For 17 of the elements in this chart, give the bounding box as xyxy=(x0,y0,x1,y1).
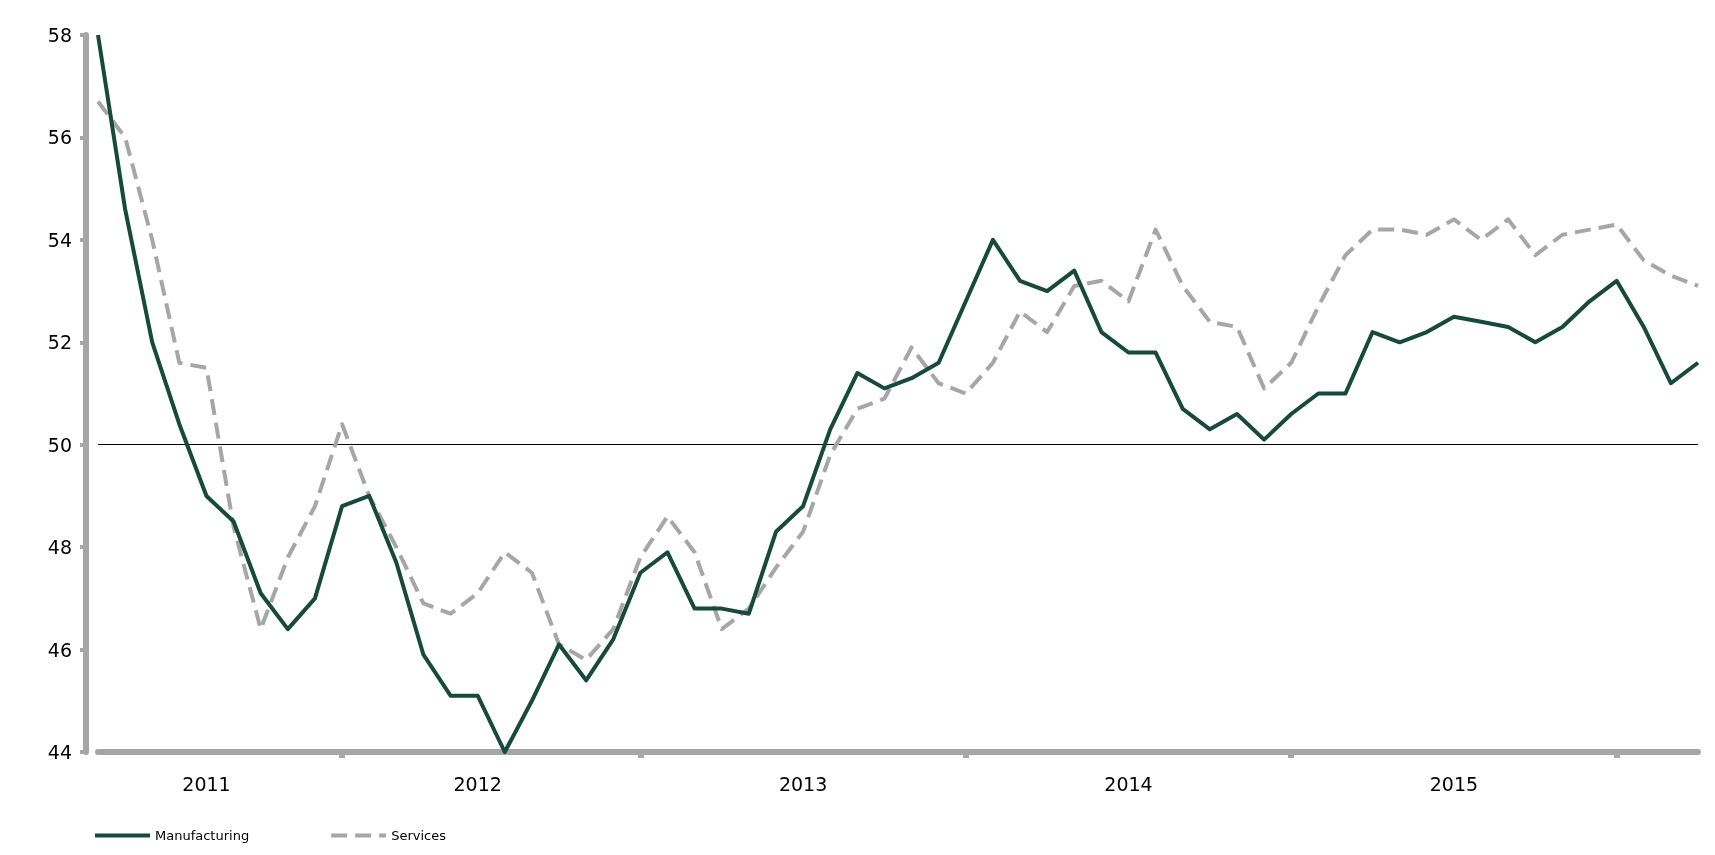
y-tick-label: 46 xyxy=(47,638,72,661)
y-tick-label: 50 xyxy=(47,433,72,456)
x-tick-label: 2013 xyxy=(778,772,828,795)
y-tick-label: 54 xyxy=(47,228,72,251)
x-tick-label: 2015 xyxy=(1429,772,1479,795)
legend-label: Services xyxy=(391,828,447,843)
y-tick-label: 56 xyxy=(47,126,72,149)
x-tick-label: 2011 xyxy=(182,772,231,795)
x-tick-label: 2012 xyxy=(453,772,502,795)
legend-label: Manufacturing xyxy=(155,828,250,843)
x-tick-label: 2014 xyxy=(1104,772,1153,795)
y-tick-label: 52 xyxy=(47,331,72,354)
y-tick-label: 44 xyxy=(47,741,72,763)
y-tick-label: 48 xyxy=(47,536,72,559)
line-series xyxy=(96,99,1700,662)
y-tick-label: 58 xyxy=(47,24,72,46)
line-series xyxy=(96,33,1700,754)
